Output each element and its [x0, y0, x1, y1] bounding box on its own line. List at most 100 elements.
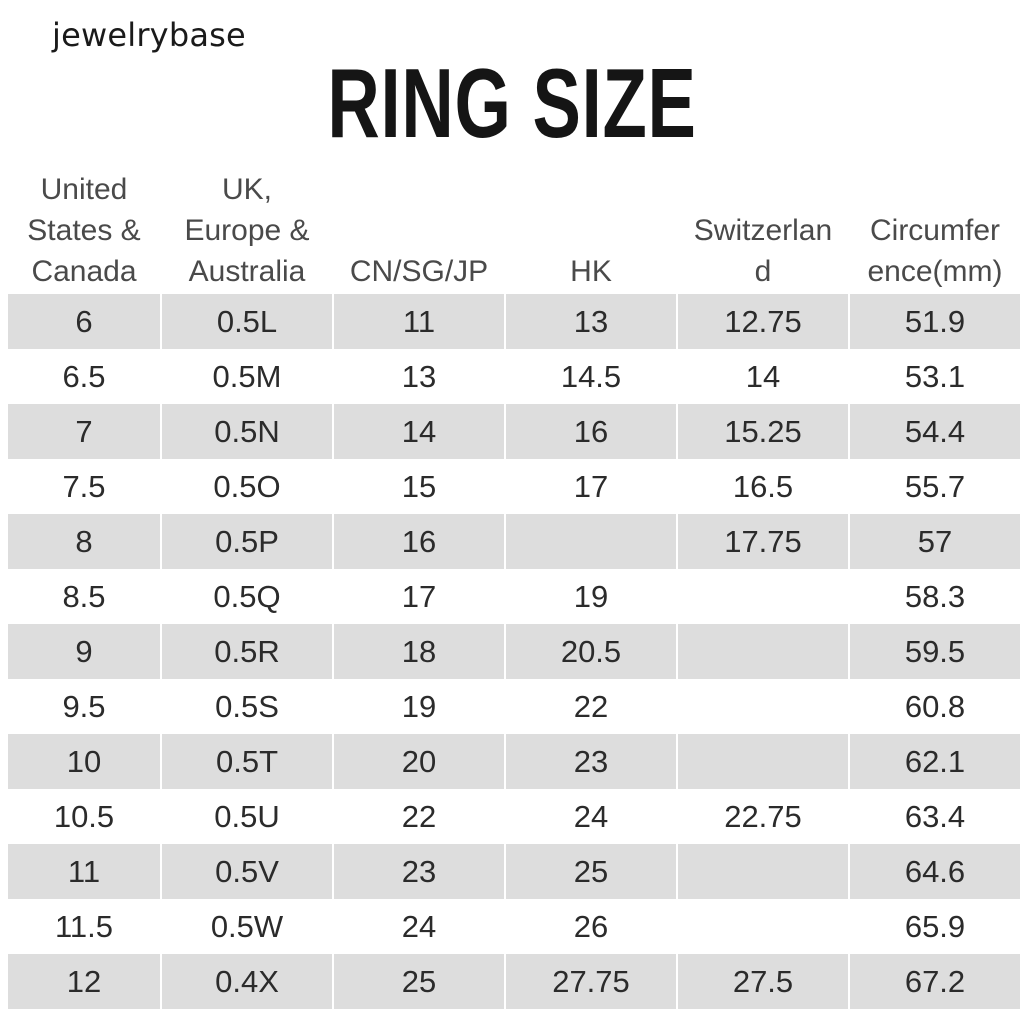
- cell-cn-sg-jp: 13: [401, 358, 437, 394]
- cell-hk: 16: [506, 404, 676, 459]
- cell-uk-europe-australia: 0.5O: [213, 468, 281, 504]
- table-row: 12 0.4X 25 27.75 27.5 67.2: [8, 954, 1020, 1009]
- cell-uk-europe-australia: 0.5L: [162, 294, 332, 349]
- cell-cn-sg-jp: 14: [334, 404, 504, 459]
- cell-hk: 13: [506, 294, 676, 349]
- table-body: 6 0.5L 11 13 12.75 51.9 6.5 0.5M 13 14.5 14 53.1 7 0.…: [8, 294, 1020, 1009]
- column-header-uk-europe-australia: UK, Europe & Australia: [184, 173, 310, 288]
- cell-us-canada: 10.5: [53, 798, 115, 834]
- cell-switzerland: 16.5: [732, 468, 794, 504]
- table-row: 7.5 0.5O 15 17 16.5 55.7: [8, 459, 1020, 514]
- table-row: 9 0.5R 18 20.5 59.5: [8, 624, 1020, 679]
- cell-cn-sg-jp: 15: [401, 468, 437, 504]
- cell-switzerland: 15.25: [678, 404, 848, 459]
- cell-hk: 26: [573, 908, 609, 944]
- cell-circumference: 57: [850, 514, 1020, 569]
- cell-us-canada: 11.5: [54, 908, 114, 944]
- cell-circumference: 67.2: [850, 954, 1020, 1009]
- cell-circumference: 51.9: [850, 294, 1020, 349]
- table-row: 10 0.5T 20 23 62.1: [8, 734, 1020, 789]
- cell-us-canada: 11: [8, 844, 160, 899]
- cell-hk: 22: [573, 688, 609, 724]
- cell-us-canada: 10: [8, 734, 160, 789]
- cell-hk: 17: [573, 468, 609, 504]
- cell-cn-sg-jp: 24: [401, 908, 437, 944]
- cell-hk: 27.75: [506, 954, 676, 1009]
- cell-circumference: 53.1: [904, 358, 966, 394]
- cell-switzerland: [678, 679, 848, 734]
- cell-switzerland: [678, 734, 848, 789]
- cell-circumference: 65.9: [904, 908, 966, 944]
- cell-hk: 24: [573, 798, 609, 834]
- column-header-circumference: Circumfer ence(mm): [867, 214, 1003, 288]
- cell-uk-europe-australia: 0.5Q: [213, 578, 281, 614]
- table-row: 9.5 0.5S 19 22 60.8: [8, 679, 1020, 734]
- cell-cn-sg-jp: 23: [334, 844, 504, 899]
- cell-us-canada: 8.5: [62, 578, 106, 614]
- cell-circumference: 55.7: [904, 468, 966, 504]
- cell-circumference: 62.1: [850, 734, 1020, 789]
- column-header-hk: HK: [570, 255, 612, 288]
- cell-us-canada: 8: [8, 514, 160, 569]
- cell-uk-europe-australia: 0.5T: [162, 734, 332, 789]
- cell-uk-europe-australia: 0.5M: [212, 358, 282, 394]
- cell-hk: 25: [506, 844, 676, 899]
- column-header-switzerland: Switzerlan d: [693, 214, 833, 288]
- brand-watermark: jewelrybase: [52, 16, 246, 54]
- cell-hk: [506, 514, 676, 569]
- table-row: 11.5 0.5W 24 26 65.9: [8, 899, 1020, 954]
- ring-size-table: United States & Canada UK, Europe & Aust…: [8, 168, 1020, 1009]
- cell-cn-sg-jp: 25: [334, 954, 504, 1009]
- cell-cn-sg-jp: 16: [334, 514, 504, 569]
- cell-hk: 23: [506, 734, 676, 789]
- cell-switzerland: [678, 624, 848, 679]
- cell-cn-sg-jp: 17: [401, 578, 437, 614]
- cell-cn-sg-jp: 18: [334, 624, 504, 679]
- cell-switzerland: 22.75: [724, 798, 802, 834]
- cell-uk-europe-australia: 0.5U: [214, 798, 280, 834]
- cell-cn-sg-jp: 20: [334, 734, 504, 789]
- cell-us-canada: 6: [8, 294, 160, 349]
- cell-switzerland: 17.75: [678, 514, 848, 569]
- cell-us-canada: 12: [8, 954, 160, 1009]
- cell-circumference: 63.4: [904, 798, 966, 834]
- cell-switzerland: 14: [745, 358, 781, 394]
- table-header: United States & Canada UK, Europe & Aust…: [8, 168, 1020, 294]
- cell-cn-sg-jp: 22: [401, 798, 437, 834]
- table-row: 8 0.5P 16 17.75 57: [8, 514, 1020, 569]
- table-row: 11 0.5V 23 25 64.6: [8, 844, 1020, 899]
- cell-circumference: 59.5: [850, 624, 1020, 679]
- cell-hk: 19: [573, 578, 609, 614]
- cell-circumference: 60.8: [904, 688, 966, 724]
- cell-uk-europe-australia: 0.4X: [162, 954, 332, 1009]
- cell-cn-sg-jp: 19: [401, 688, 437, 724]
- cell-switzerland: [678, 569, 848, 624]
- cell-uk-europe-australia: 0.5W: [210, 908, 284, 944]
- table-row: 7 0.5N 14 16 15.25 54.4: [8, 404, 1020, 459]
- cell-us-canada: 7: [8, 404, 160, 459]
- column-header-us-canada: United States & Canada: [27, 173, 141, 288]
- cell-switzerland: 12.75: [678, 294, 848, 349]
- cell-circumference: 58.3: [904, 578, 966, 614]
- cell-circumference: 54.4: [850, 404, 1020, 459]
- table-row: 6 0.5L 11 13 12.75 51.9: [8, 294, 1020, 349]
- cell-circumference: 64.6: [850, 844, 1020, 899]
- cell-switzerland: [678, 899, 848, 954]
- cell-uk-europe-australia: 0.5S: [215, 688, 279, 724]
- cell-hk: 14.5: [560, 358, 622, 394]
- page-title: RING SIZE: [327, 48, 697, 158]
- cell-cn-sg-jp: 11: [334, 294, 504, 349]
- cell-us-canada: 9.5: [62, 688, 106, 724]
- cell-uk-europe-australia: 0.5V: [162, 844, 332, 899]
- cell-us-canada: 7.5: [62, 468, 106, 504]
- cell-us-canada: 9: [8, 624, 160, 679]
- cell-hk: 20.5: [506, 624, 676, 679]
- cell-uk-europe-australia: 0.5P: [162, 514, 332, 569]
- cell-us-canada: 6.5: [62, 358, 106, 394]
- table-row: 10.5 0.5U 22 24 22.75 63.4: [8, 789, 1020, 844]
- table-row: 8.5 0.5Q 17 19 58.3: [8, 569, 1020, 624]
- column-header-cn-sg-jp: CN/SG/JP: [349, 255, 489, 288]
- cell-switzerland: [678, 844, 848, 899]
- table-row: 6.5 0.5M 13 14.5 14 53.1: [8, 349, 1020, 404]
- cell-switzerland: 27.5: [678, 954, 848, 1009]
